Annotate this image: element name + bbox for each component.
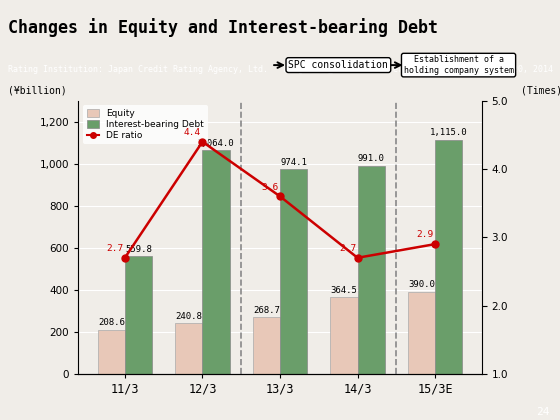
Text: 1,115.0: 1,115.0: [430, 128, 468, 137]
Bar: [357, 165, 385, 374]
Text: Rating Institution: Japan Credit Rating Agency, Ltd.   Long-term：A-   Short-term: Rating Institution: Japan Credit Rating …: [8, 65, 553, 74]
Text: 3.6: 3.6: [262, 183, 278, 192]
Text: 240.8: 240.8: [175, 312, 202, 321]
Text: 4.4: 4.4: [184, 128, 201, 137]
Bar: [203, 150, 230, 374]
Bar: [175, 323, 203, 374]
Text: 390.0: 390.0: [408, 281, 435, 289]
Bar: [280, 169, 307, 374]
Text: SPC consolidation: SPC consolidation: [288, 60, 388, 70]
Text: 24: 24: [536, 407, 550, 417]
Text: Establishment of a
holding company system: Establishment of a holding company syste…: [404, 55, 514, 75]
Bar: [98, 330, 125, 374]
Legend: Equity, Interest-bearing Debt, DE ratio: Equity, Interest-bearing Debt, DE ratio: [83, 105, 208, 144]
Bar: [330, 297, 357, 374]
Text: 1,064.0: 1,064.0: [197, 139, 235, 148]
Text: 559.8: 559.8: [125, 245, 152, 254]
Text: 268.7: 268.7: [253, 306, 280, 315]
Bar: [125, 256, 152, 374]
Text: (Times): (Times): [521, 85, 560, 95]
Text: 991.0: 991.0: [358, 154, 385, 163]
Text: 2.9: 2.9: [417, 230, 433, 239]
Bar: [253, 318, 280, 374]
Text: 974.1: 974.1: [280, 158, 307, 167]
Bar: [408, 292, 435, 374]
Text: 364.5: 364.5: [330, 286, 357, 295]
Text: 208.6: 208.6: [98, 318, 125, 328]
Text: Changes in Equity and Interest-bearing Debt: Changes in Equity and Interest-bearing D…: [8, 18, 438, 37]
Bar: [435, 139, 462, 374]
Text: (¥billion): (¥billion): [8, 85, 67, 95]
Text: 2.7: 2.7: [339, 244, 356, 253]
Text: 2.7: 2.7: [106, 244, 123, 253]
